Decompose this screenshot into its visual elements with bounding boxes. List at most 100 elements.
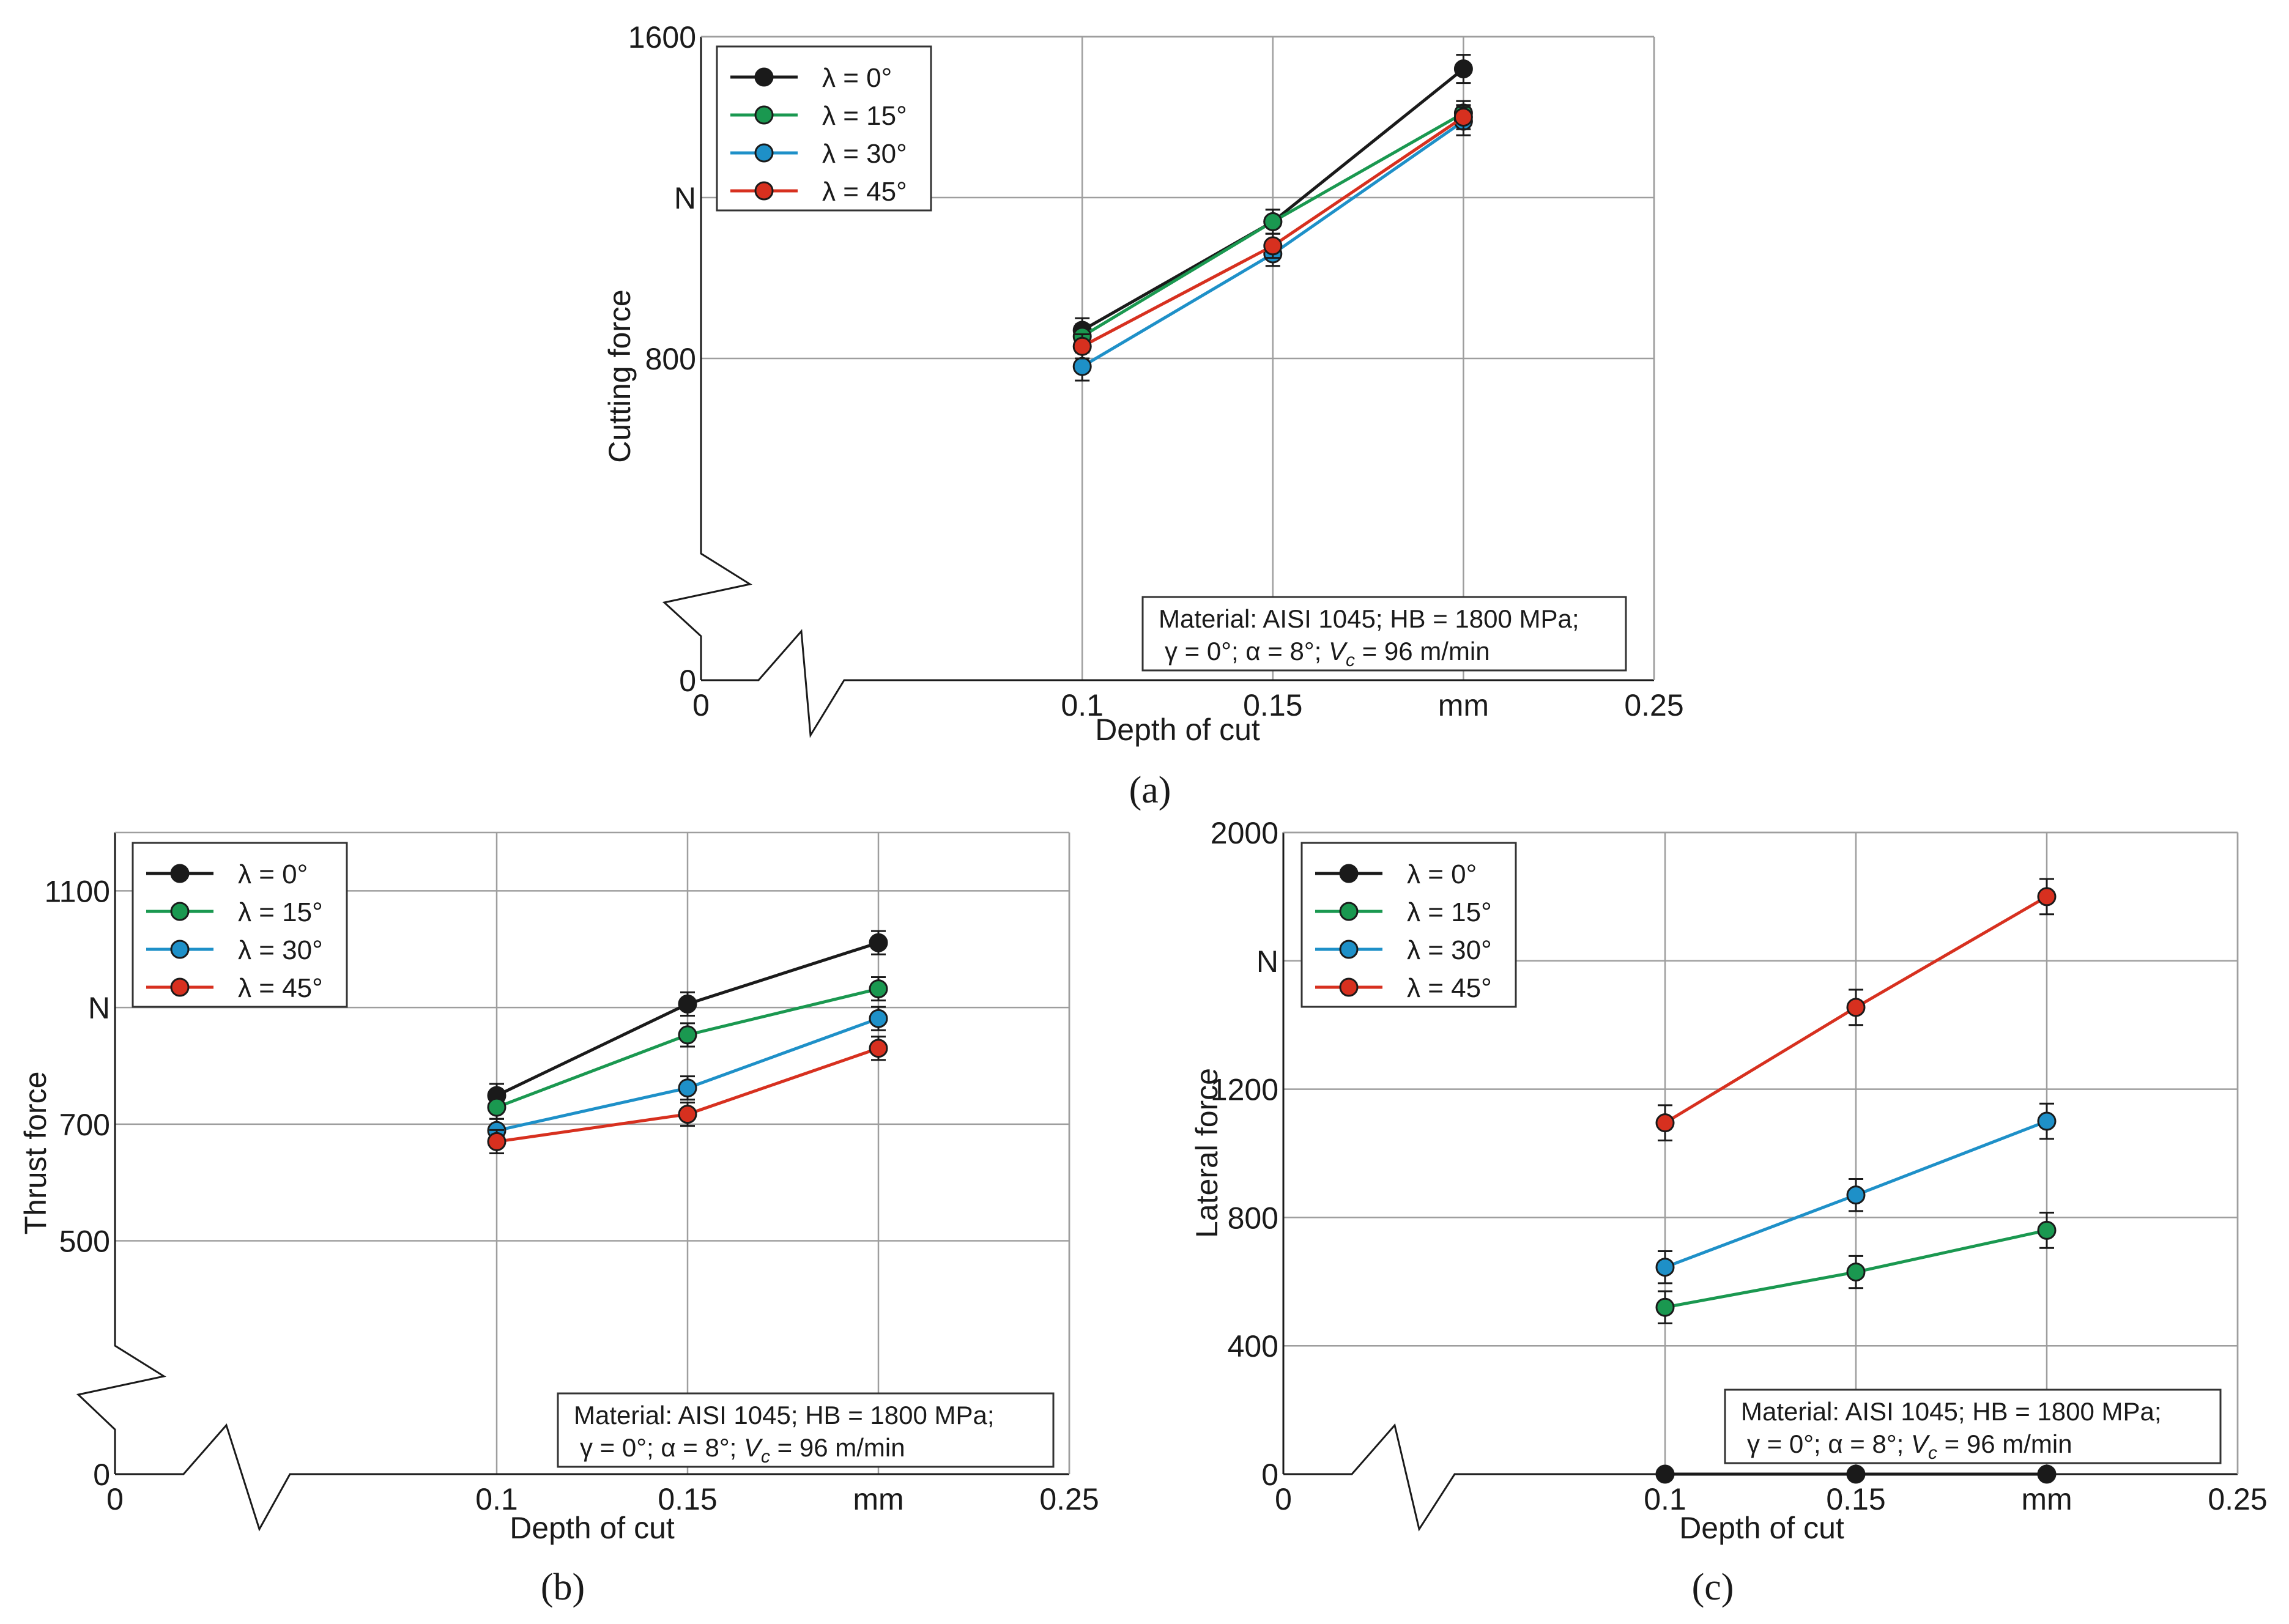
legend-frame: [132, 842, 348, 1008]
legend-label: λ = 45°: [238, 973, 323, 1003]
series-lambda-15: [1655, 1212, 2057, 1324]
legend-item: λ = 15°: [730, 101, 907, 131]
x-tick-label: 0.25: [1039, 1482, 1099, 1516]
parameters-line-1: Material: AISI 1045; HB = 1800 MPa;: [574, 1401, 995, 1429]
parameters-speed-symbol: V: [1911, 1429, 1931, 1458]
y-tick-label: 1200: [1211, 1073, 1278, 1107]
y-tick-label: 800: [1228, 1201, 1278, 1235]
data-point: [869, 1009, 888, 1028]
x-axis-line: [1283, 1423, 2238, 1532]
legend-label: λ = 30°: [822, 139, 907, 169]
legend-label: λ = 45°: [1407, 973, 1492, 1003]
legend-item: λ = 30°: [1315, 935, 1492, 965]
legend-label: λ = 45°: [822, 177, 907, 207]
x-tick-label: 0.25: [2208, 1482, 2267, 1516]
x-axis-title: Depth of cut: [510, 1511, 675, 1545]
legend-label: λ = 15°: [1407, 897, 1492, 927]
y-axis-title: Lateral force: [1190, 1068, 1224, 1238]
x-tick-label: 0.1: [1644, 1482, 1686, 1516]
data-point: [1072, 336, 1092, 356]
legend-swatch-marker: [1339, 864, 1359, 883]
legend-item: λ = 0°: [1315, 859, 1477, 889]
data-point: [1072, 357, 1092, 376]
panel-label: (c): [1692, 1567, 1734, 1608]
parameters-speed-subscript: c: [761, 1447, 770, 1467]
axis-break-mask: [1278, 1469, 1493, 1479]
legend-swatch-marker: [1339, 977, 1359, 997]
legend-label: λ = 15°: [238, 897, 323, 927]
legend-item: λ = 15°: [1315, 897, 1492, 927]
parameters-box: Material: AISI 1045; HB = 1800 MPa; γ = …: [1141, 596, 1627, 672]
x-tick-label: 0.15: [658, 1482, 717, 1516]
y-tick-label: 0: [93, 1458, 110, 1492]
series-lambda-15: [487, 976, 888, 1120]
y-tick-label: 0: [679, 664, 696, 698]
parameters-line-2: γ = 0°; α = 8°; Vc = 96 m/min: [580, 1433, 905, 1467]
x-tick-label: 0: [106, 1482, 124, 1516]
panel-a-cutting-force: 0 0.1 0.15 mm 0.25 0 800 N 1600 Cutting force De…: [603, 20, 1684, 811]
y-tick-label: 800: [645, 342, 696, 376]
legend-label: λ = 0°: [822, 63, 892, 93]
data-point: [1655, 1297, 1675, 1317]
data-point: [869, 979, 888, 999]
series-group: [1072, 54, 1473, 382]
series-lambda-45: [1072, 104, 1473, 360]
series-group: [1655, 878, 2057, 1484]
x-axis-line: [701, 629, 1654, 738]
legend-item: λ = 30°: [730, 139, 907, 169]
data-point: [678, 994, 697, 1014]
legend-item: λ = 15°: [146, 897, 323, 927]
data-point: [1263, 212, 1283, 231]
legend-item: λ = 45°: [1315, 973, 1492, 1003]
parameters-frame: [1724, 1389, 2222, 1464]
tick-labels: 0 0.1 0.15 mm 0.25 0 800 N 1600: [628, 20, 1684, 722]
legend-swatch-marker: [170, 940, 190, 959]
parameters-frame: [1141, 596, 1627, 672]
data-point: [869, 933, 888, 952]
data-point: [1846, 998, 1866, 1017]
axis-break-mask: [110, 1469, 328, 1479]
parameters-speed-subscript: c: [1346, 650, 1355, 670]
data-point: [1655, 1258, 1675, 1277]
legend: λ = 0° λ = 15° λ = 30° λ = 45°: [132, 842, 348, 1008]
parameters-speed-value: = 96 m/min: [770, 1433, 905, 1462]
legend-label: λ = 15°: [822, 101, 907, 131]
data-point: [1846, 1185, 1866, 1205]
x-tick-label: 0.15: [1243, 688, 1302, 722]
legend-label: λ = 30°: [1407, 935, 1492, 965]
legend-swatch-marker: [1339, 902, 1359, 921]
parameters-line-1: Material: AISI 1045; HB = 1800 MPa;: [1741, 1397, 2162, 1426]
x-tick-label: 0: [1275, 1482, 1292, 1516]
x-axis-line: [115, 1423, 1069, 1532]
parameters-angles: γ = 0°; α = 8°;: [1747, 1429, 1911, 1458]
panel-c-lateral-force: 0 0.1 0.15 mm 0.25 0 400 800 1200 N 2000 Lateral f…: [1190, 816, 2268, 1608]
data-point: [1453, 59, 1473, 79]
legend-item: λ = 45°: [730, 177, 907, 207]
data-point: [2037, 1464, 2057, 1484]
legend-swatch-marker: [1339, 940, 1359, 959]
legend-swatch-marker: [170, 864, 190, 883]
parameters-speed-value: = 96 m/min: [1937, 1429, 2072, 1458]
tick-labels: 0 0.1 0.15 mm 0.25 0 400 800 1200 N 2000: [1211, 816, 2268, 1516]
legend-item: λ = 0°: [730, 63, 892, 93]
parameters-box: Material: AISI 1045; HB = 1800 MPa; γ = …: [1724, 1389, 2222, 1464]
x-axis-title: Depth of cut: [1095, 713, 1260, 747]
legend-label: λ = 0°: [1407, 859, 1477, 889]
legend-swatch-marker: [754, 105, 774, 125]
y-tick-label: 1600: [628, 20, 696, 54]
data-point: [487, 1097, 506, 1117]
series-lambda-30: [1655, 1102, 2057, 1285]
parameters-line-1: Material: AISI 1045; HB = 1800 MPa;: [1159, 604, 1579, 633]
legend: λ = 0° λ = 15° λ = 30° λ = 45°: [716, 45, 932, 212]
legend-frame: [716, 45, 932, 212]
data-point: [2037, 887, 2057, 907]
parameters-line-2: γ = 0°; α = 8°; Vc = 96 m/min: [1165, 637, 1490, 670]
data-point: [1655, 1113, 1675, 1133]
axes: [662, 35, 1655, 738]
series-lambda-0: [1655, 1464, 2057, 1484]
y-axis-line: [76, 832, 166, 1474]
axes: [1282, 831, 2239, 1532]
x-tick-label: mm: [853, 1482, 903, 1516]
legend-frame: [1300, 842, 1517, 1008]
